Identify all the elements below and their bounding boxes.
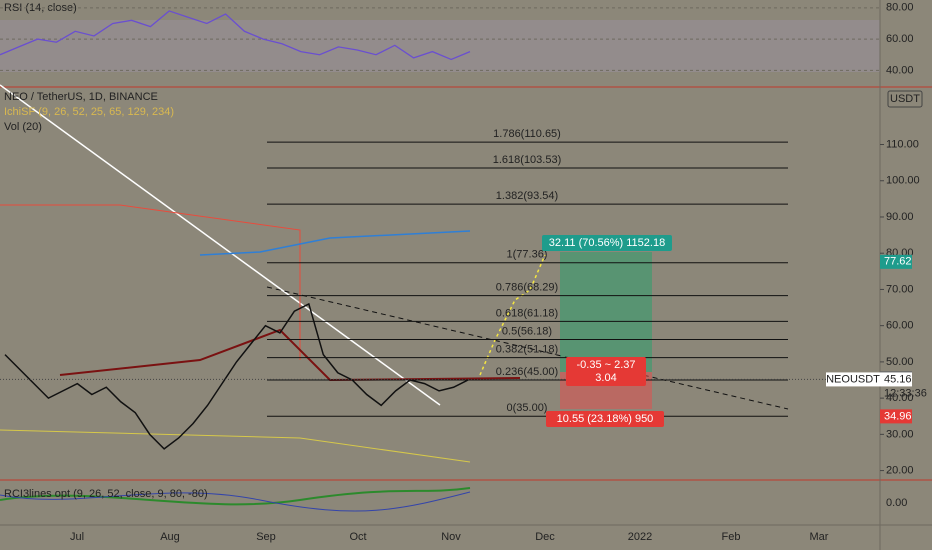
ichimoku-line [0, 204, 301, 360]
rsi-tick-label: 40.00 [886, 64, 914, 76]
x-tick-label: Sep [256, 531, 276, 543]
rci-line [0, 487, 471, 506]
y-tick-label: 50.00 [886, 356, 914, 368]
rsi-tick-label: 60.00 [886, 33, 914, 45]
position-label-box [546, 411, 664, 427]
fib-label: 0.5(56.18) [502, 325, 552, 337]
fib-label: 1(77.36) [507, 249, 548, 261]
price-badge [880, 372, 912, 387]
x-tick-label: 2022 [628, 531, 652, 543]
position-label: 10.55 (23.18%) 950 [557, 413, 654, 425]
x-tick-label: Aug [160, 531, 180, 543]
fib-label: 1.382(93.54) [496, 190, 558, 202]
position-label-box [542, 235, 672, 251]
y-tick-label: 70.00 [886, 283, 914, 295]
y-tick-label: 40.00 [886, 392, 914, 404]
dashed-trendline [266, 286, 789, 410]
countdown: 12:33:36 [884, 387, 927, 399]
fib-label: 1.618(103.53) [493, 154, 562, 166]
price-badge [880, 254, 912, 269]
y-tick-label: 60.00 [886, 320, 914, 332]
y-tick-label: 20.00 [886, 464, 914, 476]
symbol-badge [826, 372, 880, 387]
position-label-box [566, 370, 646, 386]
projection [479, 254, 546, 376]
volume-ma [0, 429, 471, 463]
rci-tick: 0.00 [886, 497, 907, 509]
fib-label: 0.382(51.18) [496, 344, 558, 356]
x-tick-label: Oct [349, 531, 366, 543]
fib-label: 0.618(61.18) [496, 307, 558, 319]
rsi-line [0, 10, 471, 61]
y-tick-label: 100.00 [886, 175, 920, 187]
price-line [4, 302, 469, 450]
fib-label: 0.236(45.00) [496, 366, 558, 378]
fib-label: 0(35.00) [507, 402, 548, 414]
symbol-title: NEO / TetherUS, 1D, BINANCE [4, 91, 158, 103]
rsi-band [0, 20, 880, 72]
target-zone [560, 252, 652, 372]
trendline [0, 84, 441, 406]
indicator-label: IchiSF (9, 26, 52, 25, 65, 129, 234) [4, 106, 174, 118]
rsi-tick-label: 80.00 [886, 2, 914, 14]
fib-label: 1.786(110.65) [493, 128, 561, 140]
position-label: 32.11 (70.56%) 1152.18 [549, 237, 665, 249]
x-tick-label: Mar [810, 531, 829, 543]
x-tick-label: Dec [535, 531, 555, 543]
y-tick-label: 30.00 [886, 428, 914, 440]
currency: USDT [890, 93, 920, 105]
price-badge-label: 34.96 [884, 410, 912, 422]
indicator-label: RCI3lines opt (9, 26, 52, close, 9, 80, … [4, 488, 208, 500]
x-tick-label: Nov [441, 531, 461, 543]
position-label: 3.04 [595, 372, 616, 384]
rsi-title: RSI (14, close) [4, 2, 77, 14]
price-badge-label: 45.16 [884, 373, 912, 385]
ichimoku-line [199, 230, 471, 256]
x-tick-label: Jul [70, 531, 84, 543]
currency-badge[interactable] [887, 90, 923, 108]
position-label-box [566, 357, 646, 373]
price-badge-label: 77.62 [884, 256, 912, 268]
position-label: -0.35 ~ 2.37 [576, 359, 635, 371]
fib-label: 0.786(68.29) [496, 282, 558, 294]
x-tick-label: Feb [722, 531, 741, 543]
y-tick-label: 110.00 [886, 138, 919, 150]
indicator-label: Vol (20) [4, 121, 42, 133]
rci-line [0, 491, 471, 512]
y-tick-label: 90.00 [886, 211, 914, 223]
symbol-label: NEOUSDT [826, 373, 880, 385]
price-badge [880, 409, 912, 424]
